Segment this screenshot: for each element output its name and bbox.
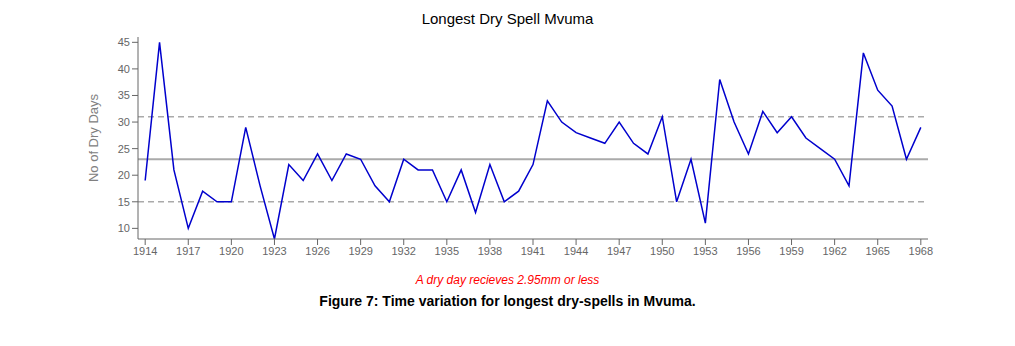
svg-text:1956: 1956 [736, 245, 760, 257]
svg-text:1929: 1929 [348, 245, 372, 257]
svg-text:1944: 1944 [563, 245, 587, 257]
svg-text:1941: 1941 [520, 245, 544, 257]
svg-text:20: 20 [117, 169, 129, 181]
svg-text:1968: 1968 [908, 245, 932, 257]
svg-text:1926: 1926 [305, 245, 329, 257]
html-text:Figure 7: Time variation for l: Figure 7: Time variation for longest dry… [319, 293, 696, 309]
svg-text:No of Dry Days: No of Dry Days [85, 93, 100, 182]
svg-text:1917: 1917 [176, 245, 200, 257]
svg-text:45: 45 [117, 36, 129, 48]
html-text:Longest Dry Spell Mvuma: Longest Dry Spell Mvuma [421, 10, 594, 27]
svg-text:30: 30 [117, 116, 129, 128]
svg-text:15: 15 [117, 196, 129, 208]
svg-text:1920: 1920 [219, 245, 243, 257]
svg-text:1938: 1938 [477, 245, 501, 257]
svg-text:1947: 1947 [606, 245, 630, 257]
svg-text:35: 35 [117, 89, 129, 101]
html-text:A dry day recieves 2.95mm or l: A dry day recieves 2.95mm or less [415, 273, 600, 287]
svg-text:10: 10 [117, 222, 129, 234]
svg-text:25: 25 [117, 143, 129, 155]
svg-text:1962: 1962 [822, 245, 846, 257]
svg-text:1935: 1935 [434, 245, 458, 257]
svg-text:1959: 1959 [779, 245, 803, 257]
svg-text:1953: 1953 [693, 245, 717, 257]
svg-text:40: 40 [117, 63, 129, 75]
svg-text:1950: 1950 [650, 245, 674, 257]
svg-text:1965: 1965 [865, 245, 889, 257]
svg-text:1923: 1923 [262, 245, 286, 257]
svg-text:1932: 1932 [391, 245, 415, 257]
svg-text:1914: 1914 [132, 245, 156, 257]
